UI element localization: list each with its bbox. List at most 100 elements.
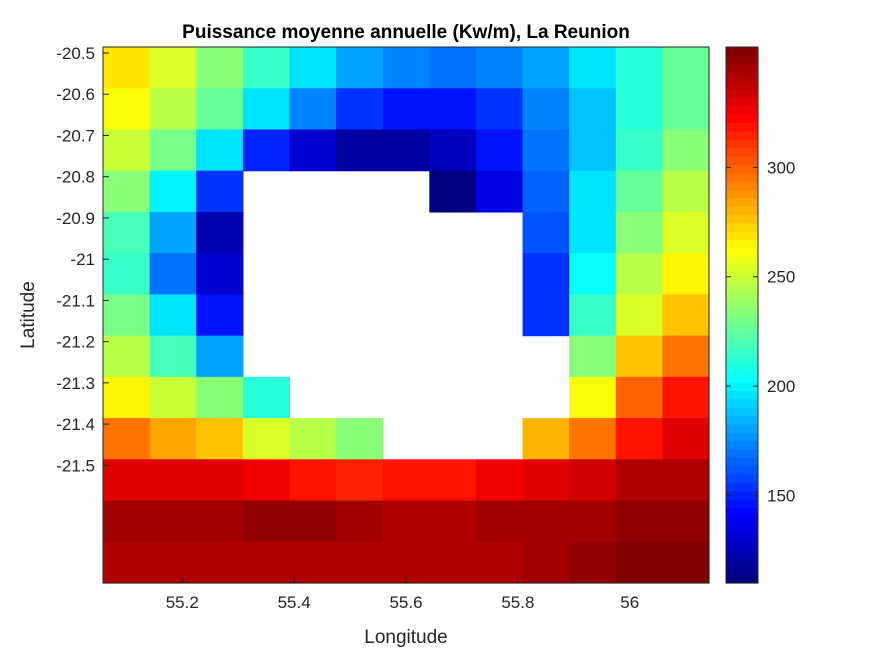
- colorbar-segment: [726, 281, 758, 291]
- colorbar-segment: [726, 181, 758, 190]
- colorbar-segment: [726, 155, 758, 165]
- colorbar-tick-label: 200: [767, 377, 795, 396]
- colorbar-segment: [726, 239, 758, 249]
- colorbar-segment: [726, 432, 758, 442]
- heatmap-cell: [522, 88, 570, 131]
- heatmap-cell: [382, 541, 430, 584]
- colorbar-segment: [726, 72, 758, 82]
- heatmap-cell: [196, 335, 244, 378]
- heatmap-cell: [429, 47, 477, 89]
- colorbar-segment: [726, 516, 758, 525]
- colorbar-frame: [725, 46, 759, 584]
- colorbar-segment: [726, 289, 758, 299]
- heatmap-cell: [336, 500, 384, 543]
- heatmap-cells: [103, 47, 710, 584]
- heatmap-cell: [149, 418, 197, 460]
- heatmap-cell: [569, 376, 617, 419]
- colorbar-segment: [726, 356, 758, 366]
- heatmap-cell: [615, 500, 663, 543]
- heatmap-cell: [615, 129, 663, 172]
- heatmap-cell: [103, 170, 151, 213]
- heatmap-cell: [289, 418, 337, 460]
- heatmap-cell: [662, 500, 710, 543]
- colorbar-segment: [726, 130, 758, 140]
- colorbar-segment: [726, 365, 758, 375]
- heatmap-cell: [522, 500, 570, 543]
- y-tick-label: -21.2: [56, 333, 95, 352]
- colorbar-segment: [726, 306, 758, 316]
- heatmap-cell: [475, 541, 524, 584]
- heatmap-cell: [429, 459, 477, 502]
- heatmap-cell: [475, 47, 524, 89]
- heatmap-cell: [382, 459, 430, 502]
- heatmap-cell: [569, 500, 617, 543]
- heatmap-cell: [662, 294, 710, 337]
- heatmap-cell: [522, 211, 570, 254]
- heatmap-cell: [336, 129, 384, 172]
- colorbar-segment: [726, 340, 758, 350]
- heatmap-cell: [289, 500, 337, 543]
- colorbar-segment: [726, 47, 758, 56]
- colorbar-segment: [726, 449, 758, 458]
- heatmap-cell: [382, 88, 430, 131]
- x-axis-ticks: 55.2 55.4 55.6 55.8 56: [166, 577, 639, 612]
- y-tick-label: -21.5: [56, 456, 95, 475]
- heatmap-cell: [103, 88, 151, 131]
- y-axis-ticks: -20.5 -20.6 -20.7 -20.8 -20.9 -21 -21.1 -21.2 -2…: [56, 44, 109, 475]
- colorbar-segment: [726, 457, 758, 467]
- heatmap-cell: [569, 47, 617, 89]
- heatmap-cell: [662, 170, 710, 213]
- heatmap-cell: [615, 541, 663, 584]
- colorbar-segment: [726, 566, 758, 576]
- colorbar-segment: [726, 348, 758, 358]
- colorbar-segment: [726, 574, 758, 584]
- colorbar-segment: [726, 549, 758, 559]
- colorbar-segment: [726, 63, 758, 73]
- heatmap-cell: [242, 459, 291, 502]
- heatmap-cell: [336, 88, 384, 131]
- y-tick-label: -20.5: [56, 44, 95, 63]
- x-tick-label: 55.8: [501, 593, 534, 612]
- colorbar-segment: [726, 474, 758, 484]
- heatmap-cell: [662, 335, 710, 378]
- heatmap-cell: [429, 129, 477, 172]
- heatmap-cell: [103, 253, 151, 295]
- colorbar-segment: [726, 256, 758, 266]
- heatmap-cell: [615, 335, 663, 378]
- heatmap-cell: [475, 459, 524, 502]
- heatmap-cell: [196, 418, 244, 460]
- heatmap-cell: [475, 129, 524, 172]
- heatmap-cell: [103, 129, 151, 172]
- heatmap-cell: [103, 294, 151, 337]
- colorbar-segment: [726, 382, 758, 391]
- heatmap-cell: [103, 211, 151, 254]
- y-tick-label: -21.4: [56, 415, 95, 434]
- heatmap-cell: [196, 459, 244, 502]
- colorbar-segment: [726, 415, 758, 425]
- heatmap-cell: [429, 88, 477, 131]
- heatmap-cell: [615, 211, 663, 254]
- heatmap-cell: [149, 541, 197, 584]
- heatmap-cell: [662, 47, 710, 89]
- heatmap-cell: [475, 170, 524, 213]
- heatmap-cell: [289, 541, 337, 584]
- heatmap-cell: [569, 211, 617, 254]
- heatmap-cell: [662, 459, 710, 502]
- heatmap-cell: [615, 47, 663, 89]
- heatmap-cell: [662, 253, 710, 295]
- colorbar-segment: [726, 147, 758, 157]
- heatmap-cell: [242, 47, 291, 89]
- colorbar-segment: [726, 482, 758, 492]
- heatmap-cell: [196, 376, 244, 419]
- chart-title: Puissance moyenne annuelle (Kw/m), La Re…: [182, 22, 630, 43]
- x-tick-label: 55.6: [389, 593, 422, 612]
- heatmap-cell: [522, 541, 570, 584]
- colorbar-segment: [726, 114, 758, 123]
- y-tick-label: -20.6: [56, 85, 95, 104]
- heatmap-cell: [569, 170, 617, 213]
- heatmap-cell: [429, 541, 477, 584]
- x-tick-label: 55.4: [278, 593, 311, 612]
- colorbar-segment: [726, 557, 758, 567]
- heatmap-cell: [149, 376, 197, 419]
